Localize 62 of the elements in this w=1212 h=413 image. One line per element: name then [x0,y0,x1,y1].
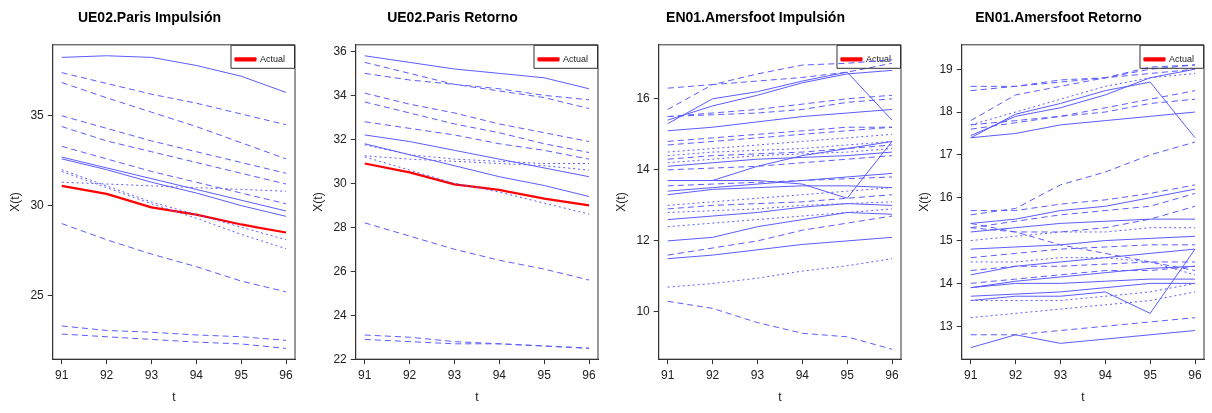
x-tick-label: 96 [279,367,294,382]
chart-title: UE02.Paris Impulsión [77,9,222,26]
x-tick-label: 95 [234,367,249,382]
x-tick-label: 95 [537,367,552,382]
y-tick-label: 32 [333,131,348,146]
x-tick-label: 92 [1008,367,1023,382]
x-tick-label: 91 [964,367,978,382]
y-axis-title: X(t) [613,192,628,212]
y-tick-label: 34 [333,87,348,102]
y-tick-label: 19 [939,61,954,76]
y-tick-label: 10 [636,304,651,319]
y-tick-label: 13 [939,318,954,333]
x-tick-label: 96 [582,367,597,382]
x-tick-label: 92 [705,367,720,382]
y-tick-label: 36 [333,43,348,58]
y-tick-label: 15 [939,232,954,247]
x-tick-label: 93 [750,367,765,382]
x-tick-label: 92 [402,367,417,382]
x-axis-title: t [172,390,177,405]
x-tick-label: 91 [55,367,69,382]
x-tick-label: 96 [885,367,900,382]
y-tick-label: 14 [636,162,651,177]
chart-title: EN01.Amersfoot Impulsión [666,9,845,26]
y-tick-label: 26 [333,263,348,278]
x-axis-title: t [778,390,783,405]
x-tick-label: 94 [795,367,810,382]
legend-label: Actual [259,53,285,64]
x-tick-label: 93 [1053,367,1068,382]
y-tick-label: 25 [30,287,45,302]
y-tick-label: 14 [939,275,954,290]
y-tick-label: 24 [333,307,348,322]
y-tick-label: 35 [30,108,45,123]
y-tick-label: 17 [939,147,954,162]
y-tick-label: 18 [939,104,954,119]
x-tick-label: 94 [1098,367,1113,382]
chart-title: UE02.Paris Retorno [387,9,518,26]
y-tick-label: 12 [636,233,651,248]
x-tick-label: 92 [99,367,114,382]
x-axis-title: t [475,390,480,405]
x-tick-label: 94 [492,367,507,382]
y-tick-label: 30 [333,175,348,190]
x-tick-label: 94 [189,367,204,382]
x-tick-label: 95 [840,367,855,382]
y-axis-title: X(t) [310,192,325,212]
y-tick-label: 16 [636,91,651,106]
y-tick-label: 16 [939,190,954,205]
x-tick-label: 93 [447,367,462,382]
y-tick-label: 30 [30,197,45,212]
x-axis-title: t [1081,390,1086,405]
x-tick-label: 95 [1143,367,1158,382]
x-tick-label: 91 [358,367,372,382]
legend-label: Actual [1168,53,1194,64]
legend-label: Actual [562,53,588,64]
y-axis-title: X(t) [7,192,22,212]
x-tick-label: 93 [144,367,159,382]
x-tick-label: 91 [661,367,675,382]
y-axis-title: X(t) [916,192,931,212]
x-tick-label: 96 [1188,367,1203,382]
legend-label: Actual [865,53,891,64]
chart-title: EN01.Amersfoot Retorno [975,9,1142,26]
y-tick-label: 22 [333,351,348,366]
y-tick-label: 28 [333,219,348,234]
